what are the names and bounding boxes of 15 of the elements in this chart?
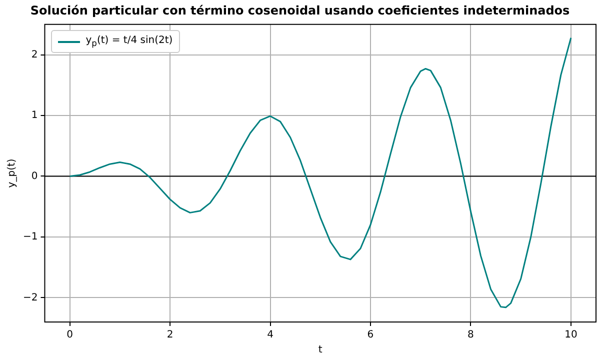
y-tick-label: −2	[22, 292, 38, 304]
x-tick-label: 2	[166, 330, 174, 341]
x-axis-title: t	[318, 344, 322, 356]
x-tick-label: 0	[66, 330, 73, 341]
y-tick-label: −1	[22, 232, 38, 243]
y-tick-label: 2	[31, 49, 38, 60]
x-tick-label: 8	[468, 330, 474, 341]
y-tick-label: 1	[31, 110, 38, 122]
x-tick-label: 10	[564, 330, 578, 341]
chart-title: Solución particular con término cosenoidal usando coeficientes indeterminados	[30, 3, 570, 18]
legend-label: y$_{p}$(t) = t/4 sin(2t)	[86, 35, 173, 48]
y-axis-title: y_p(t)	[6, 158, 18, 188]
x-tick-label: 4	[267, 330, 274, 341]
x-tick-label: 6	[367, 330, 374, 341]
y-tick-label: 0	[31, 170, 38, 182]
